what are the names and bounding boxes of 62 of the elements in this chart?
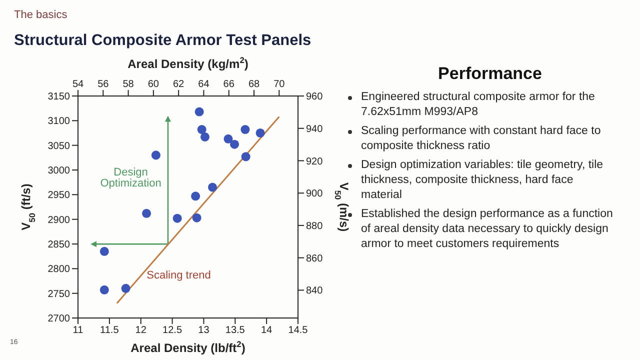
x2-tick-label: 58 xyxy=(122,79,134,90)
text: Engineered structural composite armor for the 7.62x51mm M993/AP8 xyxy=(361,90,596,120)
x2-tick-label: 70 xyxy=(274,79,286,90)
text: Design optimization variables: tile geometry, tile thickness, composite thickness, hard face material xyxy=(361,158,604,203)
x-tick-label: 13.5 xyxy=(225,325,246,336)
point xyxy=(194,107,204,116)
x2-tick-label: 54 xyxy=(72,79,84,90)
x2-tick-label: 66 xyxy=(223,79,235,90)
point xyxy=(197,125,206,134)
y-tick-label: 2950 xyxy=(48,190,70,202)
annotation: Design Optimization xyxy=(100,166,162,190)
x2-tick-label: 68 xyxy=(248,79,260,90)
x-tick-label: 13 xyxy=(198,325,210,336)
point xyxy=(224,134,233,144)
y-tick-label: 3150 xyxy=(48,92,70,103)
point xyxy=(192,213,202,222)
y2-tick-label: 880 xyxy=(306,220,324,232)
x-tick-label: 14 xyxy=(261,325,273,336)
y2-tick-label: 960 xyxy=(306,92,324,103)
point xyxy=(256,128,265,138)
annotation: Scaling trend xyxy=(146,269,211,282)
point xyxy=(191,192,200,201)
y-tick-label: 2700 xyxy=(48,314,70,325)
point xyxy=(121,284,130,293)
point xyxy=(240,125,250,134)
x2-tick-label: 64 xyxy=(198,79,210,90)
x2-tick-label: 60 xyxy=(148,79,160,90)
text: Established the design performance as a function of areal density data necessary to quickly design armor to meet customers requirements xyxy=(361,207,614,252)
x2-axis-title: Areal Density (kg/m$^{2}$) xyxy=(128,55,248,71)
x2-tick-label: 56 xyxy=(98,79,110,90)
x-tick-label: 12 xyxy=(135,325,147,336)
y2-tick-label: 860 xyxy=(306,253,324,264)
point xyxy=(241,152,250,162)
point xyxy=(100,246,109,256)
point xyxy=(151,150,160,160)
y-tick-label: 2900 xyxy=(48,214,70,226)
y2-tick-label: 900 xyxy=(306,188,324,200)
y2-tick-label: 940 xyxy=(306,124,324,135)
y-tick-label: 3050 xyxy=(48,140,70,152)
y-tick-label: 3000 xyxy=(48,166,70,177)
x2-tick-label: 62 xyxy=(173,79,185,90)
point xyxy=(208,182,218,192)
x-axis-title: Areal Density (lb/ft$^{2}$) xyxy=(130,339,246,355)
x-tick-label: 14.5 xyxy=(288,325,308,336)
chart-subtitle: The basics xyxy=(14,9,68,21)
point xyxy=(100,285,109,294)
point xyxy=(172,214,182,223)
text: Performance xyxy=(437,64,543,84)
y-tick-label: 2850 xyxy=(48,240,70,251)
x-tick-label: 12.5 xyxy=(162,325,182,336)
point xyxy=(200,132,210,142)
x-tick-label: 11.5 xyxy=(100,325,120,336)
y2-tick-label: 840 xyxy=(306,286,324,297)
y-tick-label: 2750 xyxy=(48,288,70,300)
y-tick-label: 3100 xyxy=(48,116,70,128)
y2-tick-label: 920 xyxy=(306,156,324,168)
y-tick-label: 2800 xyxy=(48,264,70,276)
x-tick-label: 11 xyxy=(72,325,84,336)
point xyxy=(142,208,152,218)
text: Scaling performance with constant hard face to composite thickness ratio xyxy=(361,124,602,154)
point xyxy=(230,140,240,149)
chart-title: Structural Composite Armor Test Panels xyxy=(14,32,312,50)
